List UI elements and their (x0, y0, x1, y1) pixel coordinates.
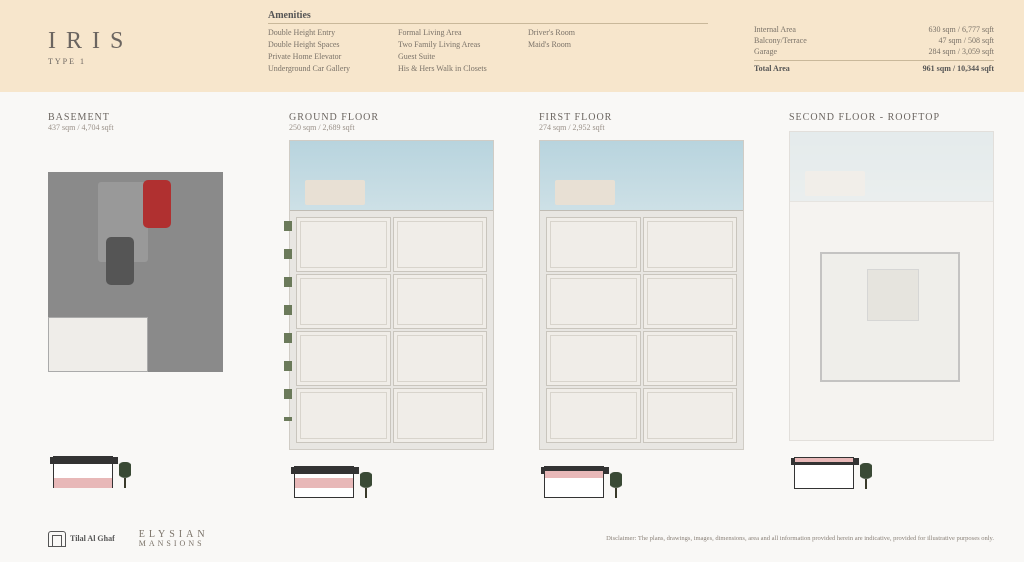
amenities-item: Underground Car Gallery (268, 63, 368, 75)
model-title-block: IRIS TYPE 1 (48, 10, 268, 84)
area-label: Internal Area (754, 24, 796, 35)
tree-icon (360, 472, 372, 498)
elevation-ground (289, 460, 374, 498)
area-value: 47 sqm / 508 sqft (938, 35, 994, 46)
rooftop-room (820, 252, 960, 382)
area-value: 961 sqm / 10,344 sqft (923, 63, 994, 74)
floor-plans-row: BASEMENT 437 sqm / 4,704 sqft GROUND FLO… (0, 92, 1024, 498)
floor-roof: SECOND FLOOR - ROOFTOP (789, 112, 994, 498)
floor-area: 250 sqm / 2,689 sqft (289, 123, 494, 132)
elevation-first (539, 460, 624, 498)
logo-mark-icon (48, 531, 66, 547)
plan-first (539, 140, 744, 450)
elevation-highlight (545, 471, 603, 478)
area-summary: Internal Area 630 sqm / 6,777 sqft Balcon… (754, 10, 994, 84)
elevation-highlight (795, 458, 853, 462)
area-value: 630 sqm / 6,777 sqft (928, 24, 994, 35)
elevation-highlight (295, 478, 353, 488)
elevation-highlight (54, 478, 112, 488)
area-row: Garage 284 sqm / 3,059 sqft (754, 46, 994, 57)
elevation-roof (789, 451, 874, 489)
header-strip: IRIS TYPE 1 Amenities Double Height Entr… (0, 0, 1024, 92)
floor-first: FIRST FLOOR 274 sqm / 2,952 sqft (539, 112, 744, 498)
plan-ground (289, 140, 494, 450)
car-icon (106, 237, 134, 285)
area-label: Total Area (754, 63, 790, 74)
amenities-col-3: Driver's Room Maid's Room (528, 27, 628, 75)
amenities-col-1: Double Height Entry Double Height Spaces… (268, 27, 368, 75)
model-type: TYPE 1 (48, 57, 268, 66)
amenities-item: Private Home Elevator (268, 51, 368, 63)
rooms (290, 211, 493, 449)
floor-ground: GROUND FLOOR 250 sqm / 2,689 sqft (289, 112, 494, 498)
floor-title: SECOND FLOOR - ROOFTOP (789, 112, 994, 123)
amenities-item: Double Height Spaces (268, 39, 368, 51)
model-name: IRIS (48, 28, 268, 55)
floor-area: 437 sqm / 4,704 sqft (48, 123, 244, 132)
floor-title: BASEMENT (48, 112, 244, 123)
area-row-total: Total Area 961 sqm / 10,344 sqft (754, 60, 994, 74)
amenities-columns: Double Height Entry Double Height Spaces… (268, 27, 754, 75)
amenities-block: Amenities Double Height Entry Double Hei… (268, 10, 754, 84)
pool (790, 132, 993, 202)
amenities-item: His & Hers Walk in Closets (398, 63, 498, 75)
disclaimer-text: Disclaimer: The plans, drawings, images,… (606, 535, 994, 542)
amenities-heading: Amenities (268, 10, 708, 24)
amenities-item: Guest Suite (398, 51, 498, 63)
floor-title: GROUND FLOOR (289, 112, 494, 123)
pool (290, 141, 493, 211)
floor-basement: BASEMENT 437 sqm / 4,704 sqft (48, 112, 244, 498)
elevation-basement (48, 450, 133, 488)
plan-basement (48, 172, 223, 372)
developer-logo: Tilal Al Ghaf (48, 531, 115, 547)
project-name-2: MANSIONS (139, 539, 209, 548)
amenities-col-2: Formal Living Area Two Family Living Are… (398, 27, 498, 75)
floor-area: 274 sqm / 2,952 sqft (539, 123, 744, 132)
area-label: Balcony/Terrace (754, 35, 807, 46)
plan-roof (789, 131, 994, 441)
amenities-item: Maid's Room (528, 39, 628, 51)
floor-title: FIRST FLOOR (539, 112, 744, 123)
room-grid (546, 217, 737, 443)
rooms (540, 211, 743, 449)
area-value: 284 sqm / 3,059 sqft (928, 46, 994, 57)
room-grid (296, 217, 487, 443)
amenities-item: Driver's Room (528, 27, 628, 39)
amenities-item: Double Height Entry (268, 27, 368, 39)
footer: Tilal Al Ghaf ELYSIAN MANSIONS Disclaime… (48, 529, 994, 548)
area-label: Garage (754, 46, 777, 57)
tree-icon (610, 472, 622, 498)
tree-icon (119, 462, 131, 488)
area-row: Internal Area 630 sqm / 6,777 sqft (754, 24, 994, 35)
pool (540, 141, 743, 211)
basement-room (48, 317, 148, 372)
tree-icon (860, 463, 872, 489)
developer-name: Tilal Al Ghaf (70, 534, 115, 543)
project-logo: ELYSIAN MANSIONS (139, 529, 209, 548)
area-row: Balcony/Terrace 47 sqm / 508 sqft (754, 35, 994, 46)
amenities-item: Formal Living Area (398, 27, 498, 39)
amenities-item: Two Family Living Areas (398, 39, 498, 51)
